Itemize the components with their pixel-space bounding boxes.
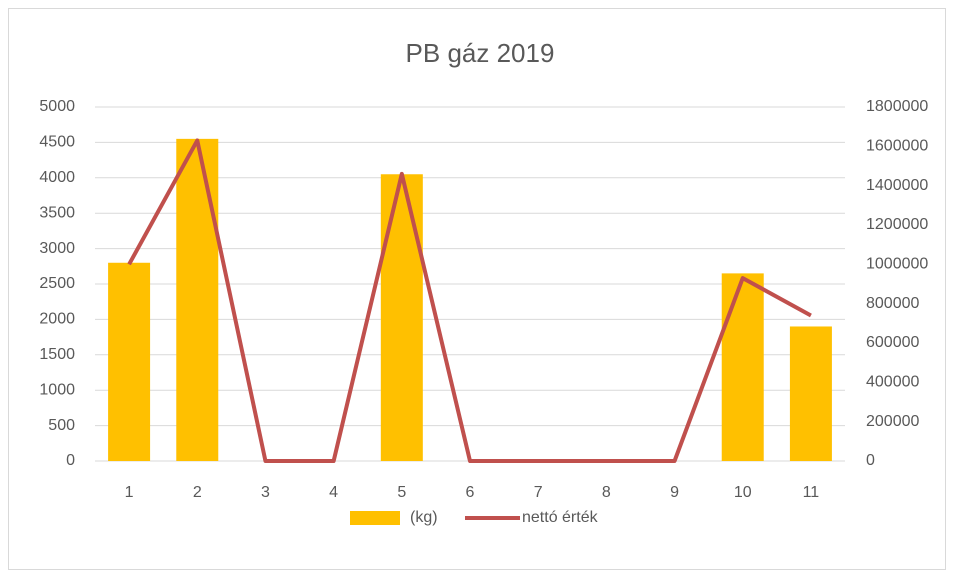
x-tick-label: 6 xyxy=(466,484,475,501)
y-tick-label: 1000 xyxy=(39,381,75,398)
y2-tick-label: 1600000 xyxy=(866,138,928,155)
y2-tick-label: 600000 xyxy=(866,334,919,351)
legend-swatch xyxy=(350,511,400,525)
x-tick-label: 7 xyxy=(534,484,543,501)
y2-tick-label: 400000 xyxy=(866,374,919,391)
x-tick-label: 3 xyxy=(261,484,270,501)
bar xyxy=(721,273,764,461)
y2-tick-label: 1000000 xyxy=(866,256,928,273)
legend-label: nettó érték xyxy=(522,509,599,526)
y2-tick-label: 1800000 xyxy=(866,98,928,115)
chart-title: PB gáz 2019 xyxy=(406,38,555,68)
x-tick-label: 4 xyxy=(329,484,338,501)
y-tick-label: 3500 xyxy=(39,204,75,221)
chart-frame xyxy=(8,8,946,570)
y-tick-label: 3000 xyxy=(39,240,75,257)
bar xyxy=(789,326,832,461)
y2-tick-label: 200000 xyxy=(866,413,919,430)
bar xyxy=(380,174,423,461)
x-tick-label: 11 xyxy=(803,484,820,501)
x-tick-label: 5 xyxy=(397,484,406,501)
x-tick-label: 1 xyxy=(125,484,134,501)
x-tick-label: 2 xyxy=(193,484,202,501)
line xyxy=(127,138,812,463)
y2-tick-label: 1400000 xyxy=(866,177,928,194)
bar xyxy=(176,138,219,462)
bar xyxy=(108,262,151,461)
y-tick-label: 4000 xyxy=(39,169,75,186)
y2-tick-label: 800000 xyxy=(866,295,919,312)
x-tick-label: 8 xyxy=(602,484,611,501)
y2-tick-label: 0 xyxy=(866,452,875,469)
y-tick-label: 0 xyxy=(66,452,75,469)
x-tick-label: 10 xyxy=(734,484,752,501)
y-tick-label: 2000 xyxy=(39,311,75,328)
x-tick-label: 9 xyxy=(670,484,679,501)
y2-tick-label: 1200000 xyxy=(866,216,928,233)
y-tick-label: 2500 xyxy=(39,275,75,292)
y-tick-label: 4500 xyxy=(39,134,75,151)
y-tick-label: 1500 xyxy=(39,346,75,363)
legend-label: (kg) xyxy=(410,509,438,526)
y-tick-label: 500 xyxy=(48,417,75,434)
y-tick-label: 5000 xyxy=(39,98,75,115)
